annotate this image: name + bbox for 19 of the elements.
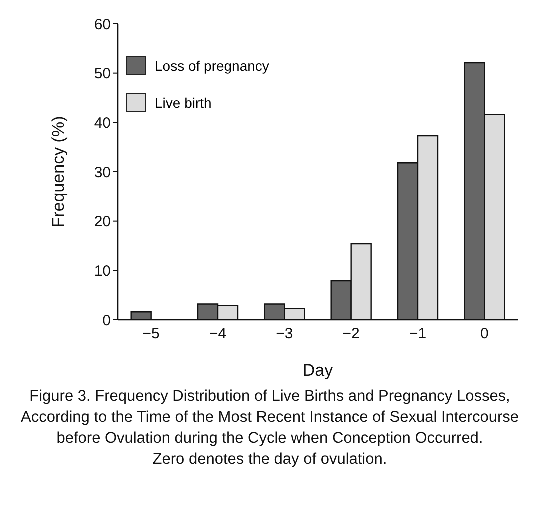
legend-label: Loss of pregnancy — [155, 58, 270, 74]
x-tick-label: −3 — [276, 326, 294, 343]
y-tick-label: 30 — [94, 164, 111, 182]
x-tick-label: −2 — [342, 326, 360, 343]
caption: Figure 3. Frequency Distribution of Live Births and Pregnancy Losses, According to the Time of the Most Recent Instance of Sexual Intercourse before Ovulation during the Cycle when Conception Occurred. — [20, 387, 520, 449]
x-tick-label: −5 — [142, 326, 160, 343]
x-axis-title: Day — [302, 361, 334, 380]
y-tick-label: 50 — [94, 66, 111, 83]
y-tick-label: 10 — [94, 262, 111, 280]
text: Zero denotes the day of ovulation. — [152, 450, 388, 470]
x-tick-label: −4 — [209, 326, 227, 343]
x-tick-label: 0 — [480, 326, 489, 343]
y-tick-label: 20 — [94, 214, 111, 231]
y-tick-label: 60 — [94, 16, 111, 34]
y-tick-label: 0 — [102, 312, 111, 330]
x-tick-label: −1 — [409, 326, 427, 343]
legend-label: Live birth — [155, 94, 212, 110]
y-tick-label: 40 — [94, 114, 111, 132]
y-axis-title: Frequency (%) — [49, 116, 68, 228]
